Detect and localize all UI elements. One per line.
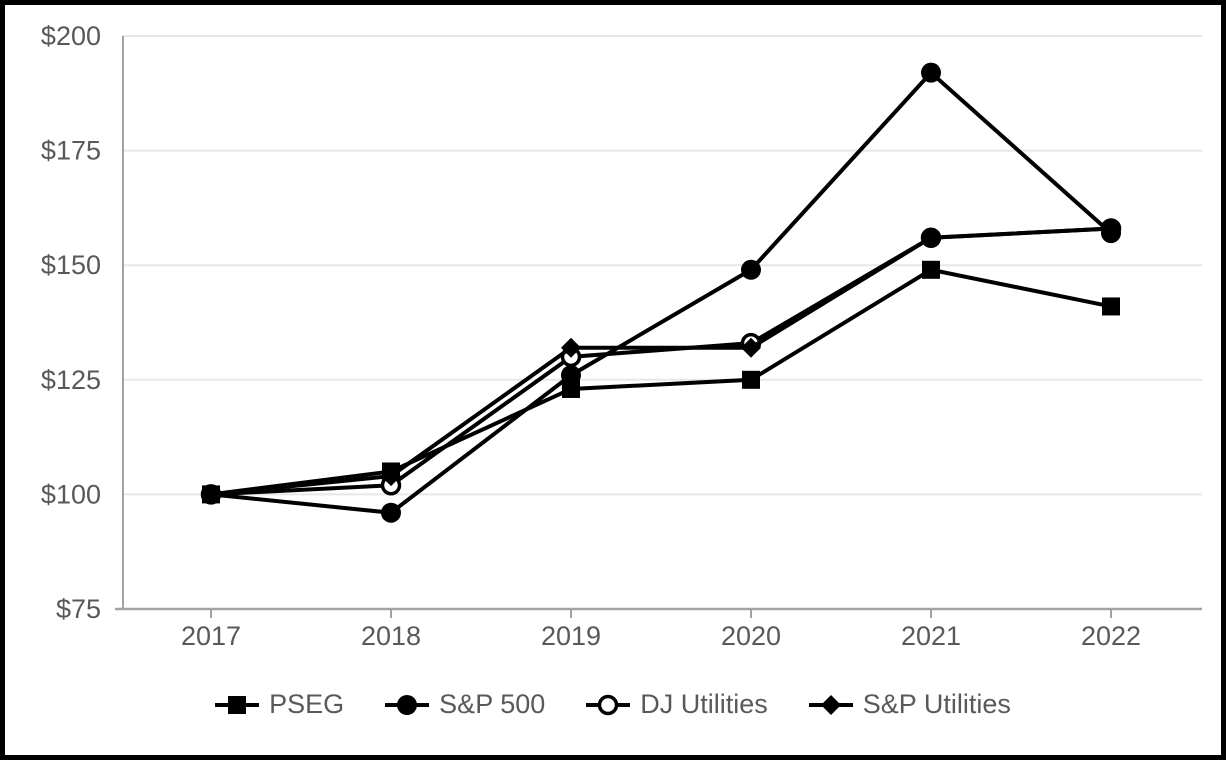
pseg-marker	[922, 260, 940, 279]
s-p-utilities-marker	[561, 337, 581, 358]
s-p-utilities-marker	[741, 337, 761, 358]
pseg-marker	[562, 379, 580, 398]
chart-legend: PSEG S&P 500 DJ Utilities S&P Utilities	[5, 689, 1221, 720]
x-tick-label: 2017	[181, 621, 241, 651]
dj-utilities-line	[210, 226, 1112, 497]
s-p-500-marker	[381, 502, 401, 523]
y-tick-label: $75	[56, 594, 101, 624]
dj-utilities-open-circle-marker-icon	[586, 694, 631, 715]
legend-label-sp-utilities: S&P Utilities	[862, 689, 1011, 719]
y-tick-label: $175	[41, 136, 101, 166]
x-tick-label: 2018	[361, 621, 421, 651]
legend-item-pseg: PSEG	[215, 689, 344, 720]
pseg-square-marker-icon	[215, 695, 260, 714]
s-p-500-line	[210, 69, 1113, 515]
x-tick-label: 2022	[1081, 621, 1141, 651]
s-p-500-marker	[741, 259, 761, 280]
s-p-utilities-marker	[1101, 218, 1121, 239]
y-tick-label: $200	[41, 21, 101, 51]
y-tick-label: $125	[41, 365, 101, 395]
x-tick-label: 2019	[541, 621, 601, 651]
legend-item-dj-utilities: DJ Utilities	[586, 689, 768, 720]
s-p-utilities-marker	[921, 227, 941, 248]
s-p-500-marker	[561, 365, 581, 386]
legend-marker-shape	[228, 695, 247, 714]
legend-item-sp-utilities: S&P Utilities	[808, 689, 1011, 720]
legend-label-dj-utilities: DJ Utilities	[640, 689, 768, 719]
sp-utilities-diamond-marker-icon	[808, 694, 853, 715]
s-p-utilities-marker	[381, 466, 401, 487]
legend-marker-shape	[820, 694, 841, 715]
pseg-line	[210, 267, 1112, 497]
y-tick-label: $100	[41, 479, 101, 509]
sp500-circle-marker-icon	[385, 694, 430, 715]
legend-item-sp500: S&P 500	[385, 689, 545, 720]
legend-label-sp500: S&P 500	[439, 689, 546, 719]
s-p-utilities-line	[210, 226, 1112, 497]
pseg-marker	[742, 370, 760, 389]
performance-line-chart: 2017 2018 2019 2020 2021 2022 $75 $100 $125 $150 $…	[41, 21, 1202, 651]
s-p-500-marker	[921, 62, 941, 83]
legend-label-pseg: PSEG	[269, 689, 345, 719]
s-p-utilities-marker	[201, 484, 221, 505]
legend-marker-shape	[397, 694, 418, 715]
pseg-marker	[1102, 297, 1120, 316]
y-tick-label: $150	[41, 250, 101, 280]
x-tick-label: 2020	[721, 621, 781, 651]
legend-marker-shape	[598, 694, 619, 715]
x-tick-label: 2021	[901, 621, 961, 651]
